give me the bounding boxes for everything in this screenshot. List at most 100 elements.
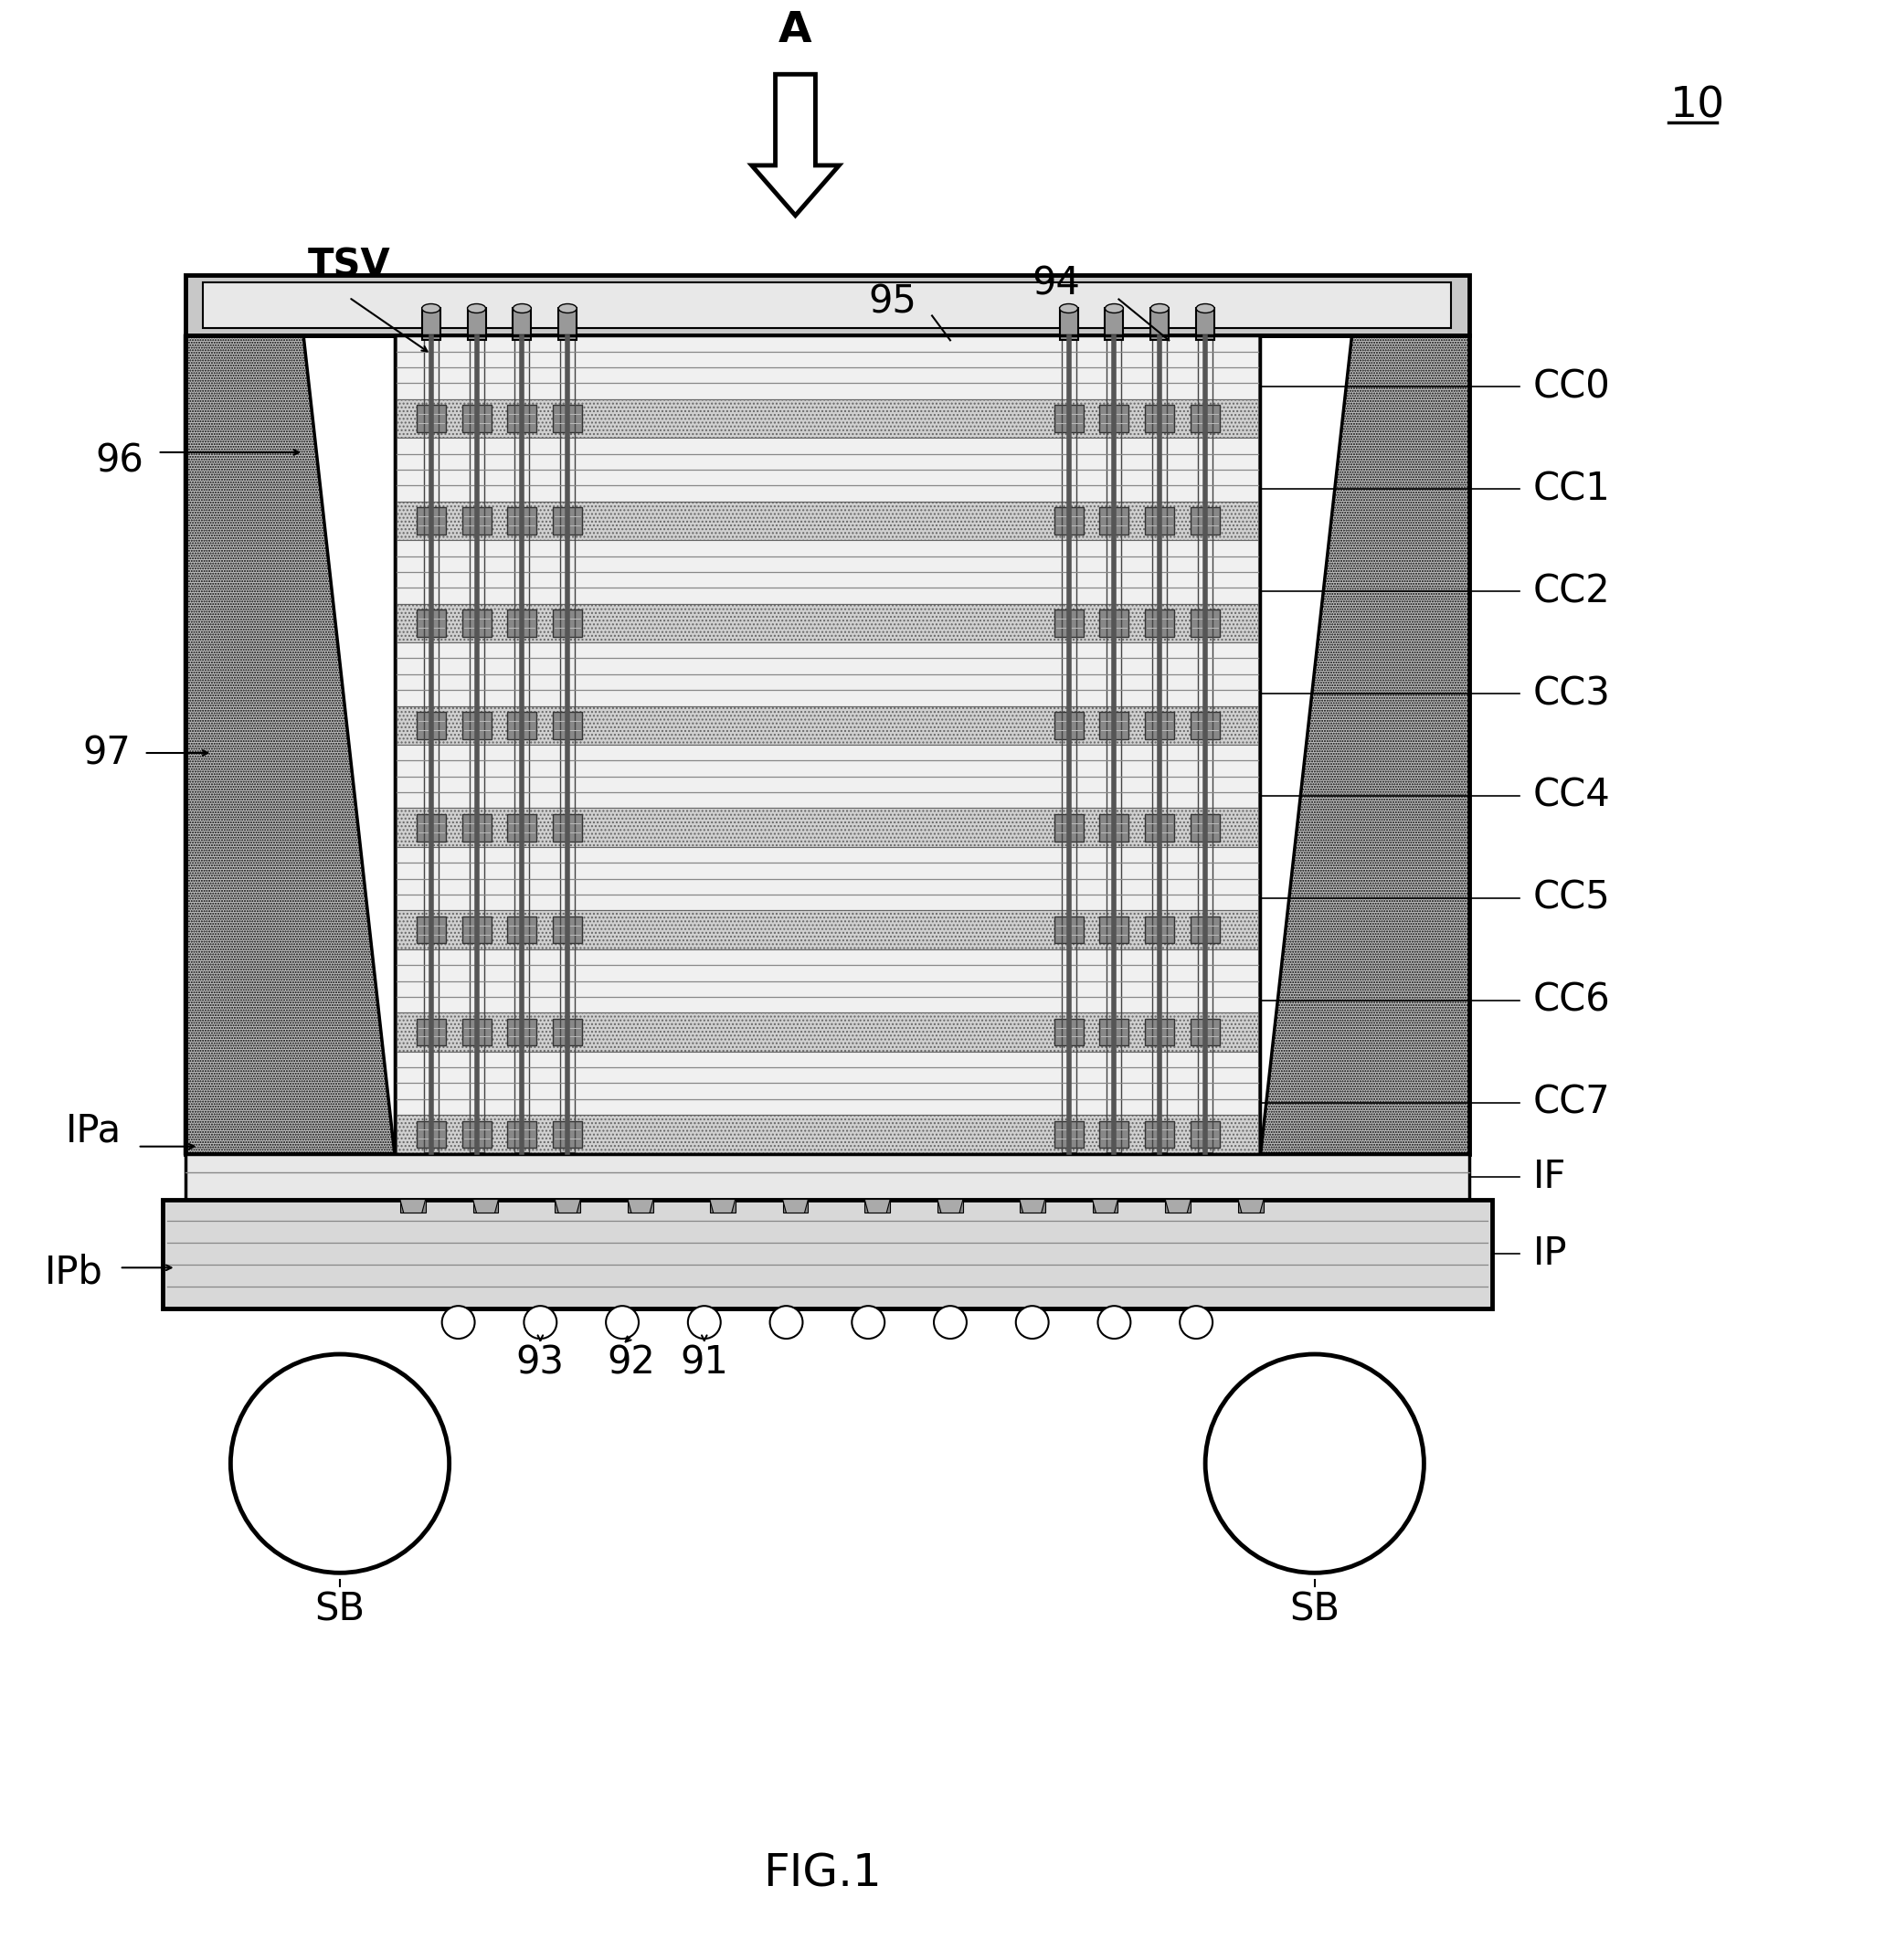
Text: CC4: CC4 bbox=[1533, 776, 1610, 815]
Text: CC2: CC2 bbox=[1533, 572, 1610, 612]
Polygon shape bbox=[462, 508, 492, 535]
Polygon shape bbox=[400, 1200, 426, 1213]
Polygon shape bbox=[400, 1200, 426, 1213]
Polygon shape bbox=[1146, 508, 1174, 535]
Polygon shape bbox=[752, 74, 839, 216]
Polygon shape bbox=[1054, 1019, 1084, 1047]
Ellipse shape bbox=[422, 304, 439, 314]
Polygon shape bbox=[1146, 813, 1174, 841]
Polygon shape bbox=[473, 1200, 498, 1213]
Polygon shape bbox=[865, 1200, 890, 1213]
Polygon shape bbox=[1191, 508, 1220, 535]
Polygon shape bbox=[552, 508, 582, 535]
Text: CC6: CC6 bbox=[1533, 982, 1610, 1019]
Polygon shape bbox=[1197, 308, 1214, 341]
Polygon shape bbox=[1105, 308, 1123, 341]
Polygon shape bbox=[1099, 406, 1129, 431]
Polygon shape bbox=[417, 915, 445, 943]
Polygon shape bbox=[396, 808, 1257, 847]
Polygon shape bbox=[1020, 1200, 1044, 1213]
Polygon shape bbox=[396, 909, 1257, 949]
Polygon shape bbox=[396, 335, 1257, 400]
Polygon shape bbox=[558, 308, 577, 341]
Polygon shape bbox=[507, 610, 537, 637]
Polygon shape bbox=[937, 1200, 963, 1213]
Polygon shape bbox=[462, 610, 492, 637]
Polygon shape bbox=[417, 610, 445, 637]
Polygon shape bbox=[1146, 1121, 1174, 1149]
Polygon shape bbox=[1191, 406, 1220, 431]
Polygon shape bbox=[554, 1200, 581, 1213]
Text: FIG.1: FIG.1 bbox=[763, 1852, 882, 1895]
Polygon shape bbox=[1054, 508, 1084, 535]
Polygon shape bbox=[396, 1115, 1257, 1154]
Polygon shape bbox=[552, 813, 582, 841]
Text: IF: IF bbox=[1533, 1156, 1566, 1196]
Polygon shape bbox=[462, 1019, 492, 1047]
Text: 95: 95 bbox=[869, 282, 916, 321]
Polygon shape bbox=[396, 437, 1257, 502]
Polygon shape bbox=[396, 847, 1257, 909]
Polygon shape bbox=[507, 813, 537, 841]
Ellipse shape bbox=[558, 304, 577, 314]
Polygon shape bbox=[394, 335, 1259, 1154]
Polygon shape bbox=[162, 1200, 1493, 1309]
Polygon shape bbox=[507, 1019, 537, 1047]
Polygon shape bbox=[552, 1019, 582, 1047]
Polygon shape bbox=[1146, 406, 1174, 431]
Polygon shape bbox=[513, 308, 532, 341]
Text: CC0: CC0 bbox=[1533, 368, 1610, 406]
Text: IPa: IPa bbox=[66, 1111, 121, 1151]
Text: IPb: IPb bbox=[45, 1252, 104, 1292]
Polygon shape bbox=[1191, 711, 1220, 739]
Polygon shape bbox=[204, 282, 1451, 329]
Polygon shape bbox=[711, 1200, 735, 1213]
Text: 91: 91 bbox=[680, 1345, 728, 1382]
Polygon shape bbox=[1054, 915, 1084, 943]
Circle shape bbox=[688, 1305, 720, 1339]
Polygon shape bbox=[396, 400, 1257, 437]
Ellipse shape bbox=[1150, 304, 1169, 314]
Polygon shape bbox=[507, 1121, 537, 1149]
Text: CC5: CC5 bbox=[1533, 878, 1610, 917]
Polygon shape bbox=[185, 274, 1470, 335]
Polygon shape bbox=[1238, 1200, 1263, 1213]
Polygon shape bbox=[422, 308, 439, 341]
Text: 10: 10 bbox=[1670, 86, 1725, 127]
Polygon shape bbox=[396, 1013, 1257, 1051]
Text: CC7: CC7 bbox=[1533, 1084, 1610, 1121]
Text: 96: 96 bbox=[96, 443, 143, 480]
Polygon shape bbox=[711, 1200, 735, 1213]
Ellipse shape bbox=[1059, 304, 1078, 314]
Polygon shape bbox=[507, 508, 537, 535]
Ellipse shape bbox=[1105, 304, 1123, 314]
Polygon shape bbox=[396, 502, 1257, 541]
Text: SB: SB bbox=[315, 1590, 366, 1629]
Polygon shape bbox=[1099, 508, 1129, 535]
Polygon shape bbox=[1165, 1200, 1191, 1213]
Text: SB: SB bbox=[1289, 1590, 1340, 1629]
Polygon shape bbox=[1238, 1200, 1263, 1213]
Polygon shape bbox=[1099, 1121, 1129, 1149]
Circle shape bbox=[769, 1305, 803, 1339]
Polygon shape bbox=[417, 406, 445, 431]
Ellipse shape bbox=[1197, 304, 1214, 314]
Polygon shape bbox=[396, 604, 1257, 643]
Circle shape bbox=[524, 1305, 556, 1339]
Polygon shape bbox=[396, 949, 1257, 1013]
Polygon shape bbox=[1146, 711, 1174, 739]
Text: 93: 93 bbox=[516, 1345, 564, 1382]
Text: A: A bbox=[779, 10, 812, 51]
Polygon shape bbox=[552, 711, 582, 739]
Text: 97: 97 bbox=[83, 733, 130, 772]
Polygon shape bbox=[507, 406, 537, 431]
Polygon shape bbox=[417, 1121, 445, 1149]
Polygon shape bbox=[396, 745, 1257, 808]
Circle shape bbox=[1205, 1354, 1423, 1572]
Circle shape bbox=[441, 1305, 475, 1339]
Polygon shape bbox=[507, 711, 537, 739]
Polygon shape bbox=[1099, 610, 1129, 637]
Polygon shape bbox=[865, 1200, 890, 1213]
Circle shape bbox=[1097, 1305, 1131, 1339]
Polygon shape bbox=[1020, 1200, 1044, 1213]
